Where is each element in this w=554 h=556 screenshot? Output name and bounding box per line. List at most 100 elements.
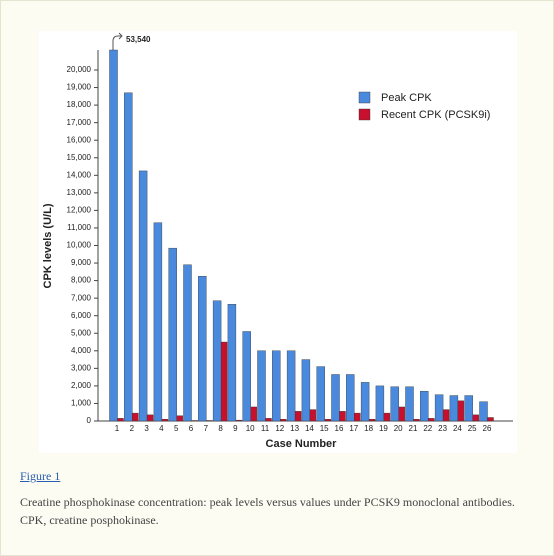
- y-tick-label: 15,000: [67, 153, 92, 162]
- bar: [331, 374, 340, 422]
- y-axis-title: CPK levels (U/L): [42, 203, 54, 288]
- y-tick-label: 10,000: [67, 241, 92, 250]
- x-axis-title: Case Number: [266, 438, 338, 450]
- data-label: 53,540: [126, 35, 151, 44]
- x-tick-label: 14: [305, 424, 314, 433]
- bar: [375, 385, 385, 422]
- x-tick-label: 18: [364, 424, 373, 433]
- y-tick-label: 13,000: [67, 188, 92, 197]
- figure-caption: Creatine phosphokinase concentration: pe…: [20, 495, 515, 527]
- bar: [183, 264, 192, 422]
- bar: [132, 412, 139, 422]
- y-tick-label: 16,000: [67, 135, 92, 144]
- x-tick-label: 4: [159, 424, 164, 433]
- y-tick-label: 4,000: [71, 346, 92, 355]
- bar: [212, 300, 222, 422]
- bar: [294, 411, 302, 422]
- y-tick-label: 6,000: [71, 311, 92, 320]
- bar: [398, 406, 405, 422]
- y-tick-label: 17,000: [67, 118, 92, 127]
- y-tick-label: 11,000: [67, 223, 91, 232]
- x-tick-label: 17: [349, 424, 358, 433]
- bar: [464, 395, 473, 422]
- bar: [146, 414, 154, 422]
- bar: [339, 411, 346, 422]
- legend-swatch: [358, 91, 371, 104]
- bar: [383, 412, 391, 422]
- y-tick-label: 8,000: [71, 276, 92, 285]
- bar: [161, 419, 169, 422]
- x-tick-label: 2: [130, 424, 135, 433]
- bar: [206, 420, 213, 422]
- x-tick-label: 26: [483, 424, 492, 433]
- bar: [191, 420, 198, 422]
- x-tick-label: 6: [189, 424, 194, 433]
- x-tick-label: 16: [335, 424, 344, 433]
- y-tick-label: 20,000: [67, 65, 92, 74]
- x-tick-label: 23: [438, 424, 447, 433]
- x-tick-label: 9: [233, 424, 238, 433]
- bar: [138, 170, 148, 422]
- bar: [301, 359, 311, 422]
- figure-label[interactable]: Figure 1: [20, 469, 61, 483]
- bar: [168, 247, 177, 422]
- bar: [117, 418, 124, 422]
- x-tick-label: 19: [379, 424, 388, 433]
- bar: [235, 419, 243, 422]
- bar: [449, 395, 459, 422]
- bar: [257, 350, 266, 422]
- x-tick-label: 25: [468, 424, 477, 433]
- bar: [354, 412, 361, 422]
- bar: [280, 419, 287, 422]
- bar: [487, 417, 494, 422]
- bar: [316, 366, 325, 422]
- bar: [472, 414, 479, 422]
- y-tick-label: 7,000: [71, 293, 92, 302]
- x-tick-label: 20: [394, 424, 403, 433]
- y-tick-label: 3,000: [71, 363, 92, 372]
- x-tick-label: 21: [409, 424, 418, 433]
- bar: [109, 49, 118, 422]
- bar: [479, 401, 488, 422]
- bar: [457, 400, 465, 422]
- x-tick-label: 5: [174, 424, 179, 433]
- legend-swatch: [358, 108, 371, 121]
- bar: [124, 92, 133, 422]
- bar: [153, 222, 163, 422]
- bar: [220, 341, 228, 422]
- bar: [286, 350, 296, 422]
- x-tick-label: 15: [320, 424, 329, 433]
- x-tick-label: 24: [453, 424, 462, 433]
- y-tick-label: 18,000: [67, 100, 92, 109]
- x-tick-label: 8: [218, 424, 223, 433]
- bar: [368, 419, 376, 422]
- x-tick-label: 7: [204, 424, 209, 433]
- bar: [242, 331, 251, 422]
- y-tick-label: 2,000: [71, 381, 92, 390]
- x-tick-label: 1: [115, 424, 120, 433]
- y-tick-label: 1,000: [71, 399, 92, 408]
- overflow-arrow: [112, 32, 123, 50]
- bar: [442, 409, 450, 422]
- y-tick-label: 9,000: [71, 258, 92, 267]
- chart: Case Number CPK levels (U/L) 0 1,000 2,000…: [39, 31, 517, 453]
- bar: [176, 415, 183, 422]
- x-tick-label: 3: [144, 424, 149, 433]
- x-tick-label: 13: [290, 424, 299, 433]
- y-tick-label: 0: [87, 416, 92, 425]
- x-tick-label: 12: [275, 424, 284, 433]
- bar: [250, 406, 257, 422]
- y-tick-label: 19,000: [67, 83, 92, 92]
- legend-label: Recent CPK (PCSK9i): [381, 109, 490, 121]
- bar: [420, 390, 429, 422]
- bar: [346, 374, 355, 422]
- bar: [227, 304, 237, 422]
- legend-label: Peak CPK: [381, 92, 432, 104]
- x-tick-label: 11: [261, 424, 270, 433]
- x-tick-label: 10: [246, 424, 255, 433]
- bar: [390, 386, 399, 422]
- y-tick-label: 12,000: [67, 206, 92, 215]
- x-tick-label: 22: [423, 424, 432, 433]
- bar: [324, 419, 331, 422]
